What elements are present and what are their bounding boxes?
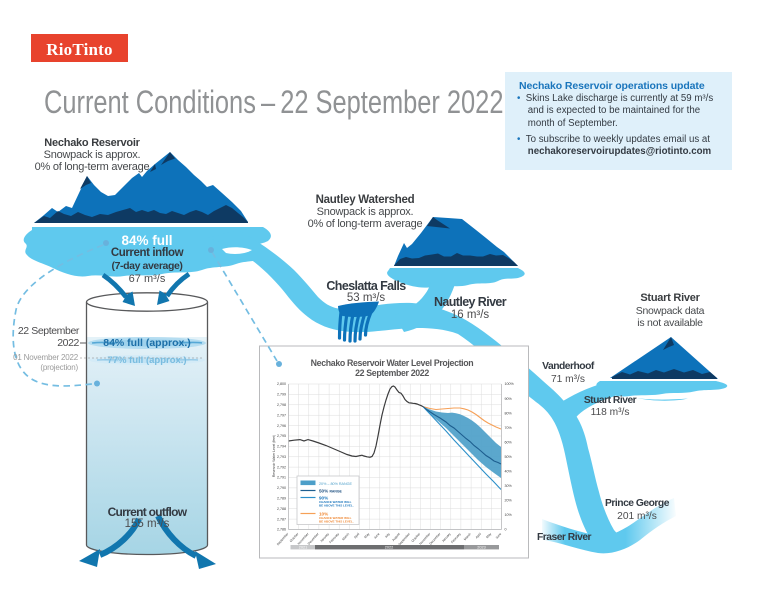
- svg-text:2021: 2021: [299, 546, 307, 550]
- svg-text:June: June: [373, 532, 381, 540]
- svg-text:20% – 80% RANGE: 20% – 80% RANGE: [319, 482, 353, 486]
- svg-text:BE ABOVE THIS LEVEL.: BE ABOVE THIS LEVEL.: [319, 520, 354, 524]
- svg-text:January: January: [441, 532, 452, 543]
- svg-text:2023: 2023: [477, 546, 485, 550]
- svg-text:July: July: [384, 532, 391, 539]
- svg-text:March: March: [341, 532, 350, 541]
- svg-text:CHANCE WATER WILL: CHANCE WATER WILL: [319, 500, 352, 504]
- svg-text:March: March: [463, 532, 472, 541]
- svg-text:2,796: 2,796: [277, 424, 286, 428]
- svg-text:90%: 90%: [319, 496, 328, 501]
- svg-text:100%: 100%: [505, 382, 515, 386]
- svg-text:May: May: [363, 532, 370, 539]
- svg-text:BE ABOVE THIS LEVEL.: BE ABOVE THIS LEVEL.: [319, 504, 354, 508]
- svg-text:30%: 30%: [505, 484, 513, 488]
- svg-text:70%: 70%: [505, 426, 513, 430]
- svg-text:October: October: [411, 531, 422, 543]
- svg-text:February: February: [450, 532, 462, 544]
- svg-text:2,799: 2,799: [277, 393, 286, 397]
- svg-text:2,800: 2,800: [277, 382, 286, 386]
- svg-text:2,790: 2,790: [277, 486, 286, 490]
- svg-text:2,787: 2,787: [277, 517, 286, 521]
- svg-text:90%: 90%: [505, 397, 513, 401]
- svg-text:2,794: 2,794: [277, 445, 286, 449]
- svg-text:80%: 80%: [505, 411, 513, 415]
- svg-text:50% RANGE: 50% RANGE: [319, 488, 342, 493]
- svg-text:May: May: [485, 532, 492, 539]
- svg-text:50%: 50%: [505, 455, 513, 459]
- svg-text:January: January: [319, 532, 330, 543]
- svg-text:2,793: 2,793: [277, 455, 286, 459]
- svg-text:2,788: 2,788: [277, 507, 286, 511]
- svg-text:2,789: 2,789: [277, 497, 286, 501]
- svg-text:60%: 60%: [505, 440, 513, 444]
- svg-text:2,797: 2,797: [277, 413, 286, 417]
- svg-text:April: April: [475, 532, 482, 540]
- svg-text:February: February: [328, 532, 340, 544]
- svg-text:CHANCE WATER WILL: CHANCE WATER WILL: [319, 516, 352, 520]
- svg-text:2022: 2022: [385, 546, 393, 550]
- svg-text:April: April: [353, 532, 360, 540]
- svg-text:August: August: [391, 532, 401, 542]
- svg-text:10%: 10%: [505, 513, 513, 517]
- svg-text:2,791: 2,791: [277, 476, 286, 480]
- svg-text:Reservoir Water Level (feet): Reservoir Water Level (feet): [272, 435, 276, 477]
- svg-text:10%: 10%: [319, 512, 328, 517]
- svg-text:40%: 40%: [505, 470, 513, 474]
- svg-text:2,786: 2,786: [277, 528, 286, 532]
- svg-text:0: 0: [505, 528, 507, 532]
- svg-text:2,795: 2,795: [277, 434, 286, 438]
- svg-text:October: October: [289, 531, 300, 543]
- svg-text:20%: 20%: [505, 499, 513, 503]
- svg-text:June: June: [495, 532, 503, 540]
- svg-text:2,798: 2,798: [277, 403, 286, 407]
- svg-text:2,792: 2,792: [277, 465, 286, 469]
